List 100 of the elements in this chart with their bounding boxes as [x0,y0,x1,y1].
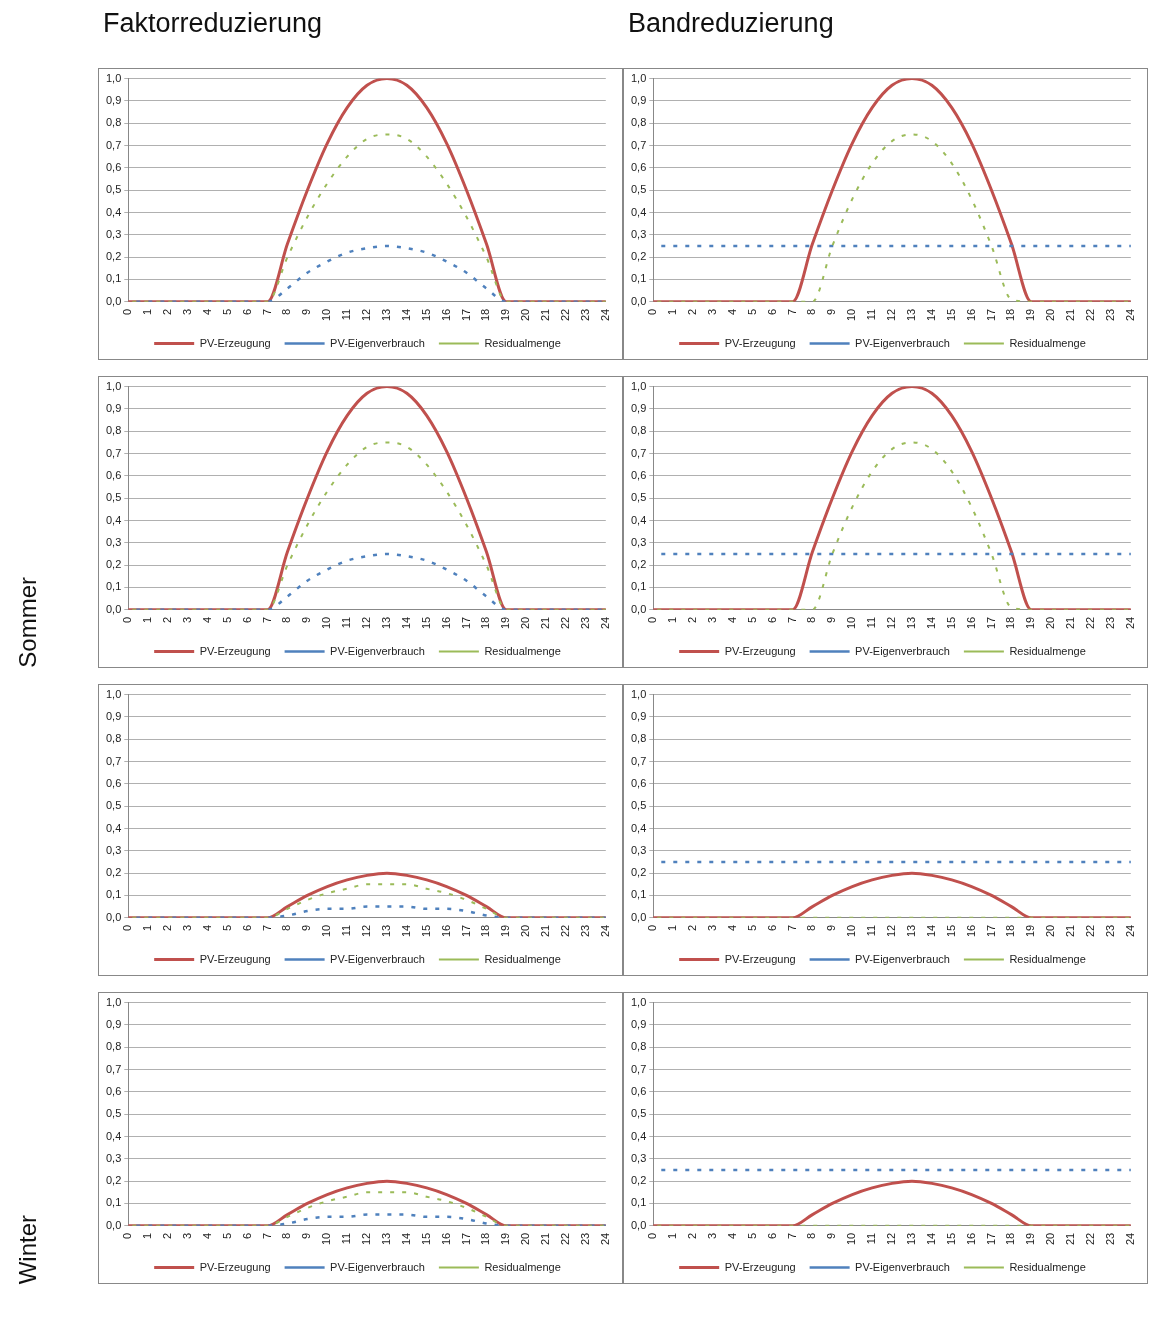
y-tick-label: 0,4 [630,513,647,526]
x-tick-label: 11 [340,308,353,321]
x-tick-label: 19 [1024,616,1037,630]
x-tick-label: 17 [459,924,472,938]
x-tick-label: 1 [666,924,679,931]
x-tick-label: 1 [666,308,679,315]
x-tick-label: 10 [845,1232,858,1246]
y-tick-label: 0,4 [630,205,647,218]
y-tick-label: 0,2 [630,866,647,879]
legend-label: PV-Erzeugung [199,336,271,349]
x-tick-label: 12 [885,924,898,938]
y-tick-label: 0,9 [105,93,122,106]
x-tick-label: 22 [559,616,572,630]
chart-title: Faktorreduzierung [102,8,324,40]
y-tick-label: 0,7 [105,754,122,767]
y-tick-label: 0,8 [105,1040,122,1053]
y-tick-label: 0,9 [630,709,647,722]
y-tick-label: 0,7 [630,446,647,459]
legend-label: Residualmenge [1009,952,1086,965]
x-tick-label: 15 [944,308,957,322]
y-tick-label: 0,5 [630,1107,647,1120]
x-tick-label: 16 [439,1232,452,1246]
x-tick-label: 4 [200,616,213,623]
y-tick-label: 0,6 [630,468,647,481]
x-tick-label: 13 [904,616,917,630]
x-tick-label: 24 [1123,924,1136,938]
x-tick-label: 17 [984,616,997,630]
y-tick-label: 0,3 [105,1151,122,1164]
x-tick-label: 24 [598,616,611,630]
x-tick-label: 6 [240,924,253,931]
x-tick-label: 15 [944,616,957,630]
y-tick-label: 0,6 [105,776,122,789]
x-tick-label: 12 [885,308,898,322]
y-tick-label: 0,5 [105,491,122,504]
legend-label: PV-Erzeugung [199,644,271,657]
x-tick-label: 5 [220,308,233,315]
y-tick-label: 0,3 [105,227,122,240]
x-tick-label: 13 [379,1232,392,1246]
y-tick-label: 0,7 [105,138,122,151]
x-tick-label: 6 [765,308,778,315]
y-tick-label: 0,8 [630,732,647,745]
y-tick-label: 1,0 [630,379,647,392]
x-tick-label: 21 [539,616,552,630]
y-tick-label: 0,8 [105,732,122,745]
x-tick-label: 11 [865,616,878,629]
x-tick-label: 13 [904,924,917,938]
x-tick-label: 16 [439,616,452,630]
x-tick-label: 6 [765,1232,778,1239]
x-tick-label: 10 [320,924,333,938]
x-tick-label: 1 [141,924,154,931]
x-tick-label: 2 [686,1232,699,1239]
legend-label: PV-Eigenverbrauch [855,644,950,657]
x-tick-label: 9 [300,616,313,623]
text: Winter [14,1214,42,1284]
x-tick-label: 0 [121,616,134,623]
x-tick-label: 10 [845,616,858,630]
x-tick-label: 0 [646,616,659,623]
x-tick-label: 3 [706,616,719,623]
x-tick-label: 14 [924,924,937,938]
x-tick-label: 7 [785,924,798,931]
x-tick-label: 2 [686,616,699,623]
x-tick-label: 12 [360,308,373,322]
x-tick-label: 8 [805,308,818,315]
y-tick-label: 0,6 [630,160,647,173]
legend-label: PV-Eigenverbrauch [855,336,950,349]
x-tick-label: 7 [260,924,273,931]
x-tick-label: 10 [320,308,333,322]
x-tick-label: 19 [499,1232,512,1246]
y-tick-label: 0,2 [105,558,122,571]
legend-label: PV-Erzeugung [199,1260,271,1273]
y-tick-label: 0,1 [105,580,122,593]
y-tick-label: 0,0 [630,910,647,923]
x-tick-label: 14 [399,1232,412,1246]
x-tick-label: 9 [300,308,313,315]
y-tick-label: 0,3 [630,535,647,548]
x-tick-label: 11 [340,616,353,629]
y-tick-label: 0,3 [630,843,647,856]
x-tick-label: 23 [578,924,591,938]
x-tick-label: 17 [984,308,997,322]
x-tick-label: 5 [745,616,758,623]
y-tick-label: 0,0 [630,294,647,307]
x-tick-label: 15 [419,924,432,938]
x-tick-label: 19 [1024,924,1037,938]
x-tick-label: 6 [765,924,778,931]
y-tick-label: 0,9 [105,709,122,722]
y-tick-label: 0,7 [630,754,647,767]
y-tick-label: 0,1 [630,580,647,593]
y-tick-label: 0,7 [105,446,122,459]
x-tick-label: 10 [320,1232,333,1246]
x-tick-label: 23 [578,308,591,322]
legend-label: Residualmenge [484,336,561,349]
x-tick-label: 19 [1024,1232,1037,1246]
x-tick-label: 18 [1004,308,1017,322]
x-tick-label: 1 [141,1232,154,1239]
y-tick-label: 0,4 [105,513,122,526]
x-tick-label: 4 [725,1232,738,1239]
x-tick-label: 8 [805,616,818,623]
legend-label: PV-Eigenverbrauch [330,952,425,965]
x-tick-label: 2 [161,1232,174,1239]
y-tick-label: 0,0 [630,602,647,615]
